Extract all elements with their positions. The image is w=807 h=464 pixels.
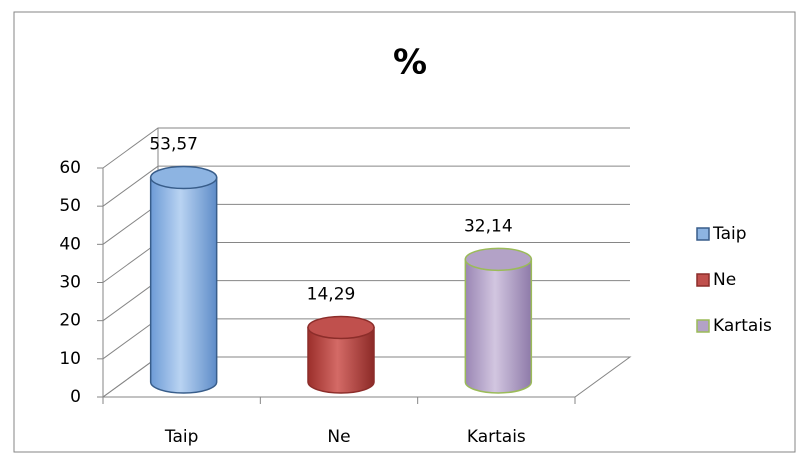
legend-label: Kartais bbox=[713, 316, 772, 336]
chart-frame bbox=[13, 11, 796, 453]
legend-swatch bbox=[696, 227, 710, 241]
value-label: 53,57 bbox=[149, 135, 198, 155]
cylinder-body bbox=[307, 326, 375, 394]
y-tick-label: 40 bbox=[59, 234, 81, 254]
grid-line bbox=[102, 127, 630, 169]
legend-swatch bbox=[696, 319, 710, 333]
grid-line bbox=[102, 165, 630, 207]
cylinder-top bbox=[149, 165, 218, 190]
x-tick-label: Taip bbox=[164, 427, 199, 447]
cylinder-top bbox=[464, 247, 533, 272]
value-label: 14,29 bbox=[307, 284, 356, 304]
legend-label: Ne bbox=[713, 270, 736, 290]
value-label: 32,14 bbox=[464, 216, 513, 236]
x-tick-label: Kartais bbox=[467, 427, 526, 447]
y-tick-label: 10 bbox=[59, 349, 81, 369]
cylinder-top bbox=[307, 315, 375, 340]
y-tick-label: 30 bbox=[59, 273, 81, 293]
legend-label: Taip bbox=[712, 224, 747, 244]
y-tick-label: 60 bbox=[59, 158, 81, 178]
y-tick-label: 50 bbox=[59, 196, 81, 216]
cylinder-body bbox=[464, 258, 533, 394]
x-tick-label: Ne bbox=[327, 427, 350, 447]
chart-title: % bbox=[393, 43, 427, 83]
y-tick-label: 20 bbox=[59, 311, 81, 331]
legend-swatch bbox=[696, 273, 710, 287]
cylinder-body bbox=[149, 176, 218, 394]
y-tick-label: 0 bbox=[70, 387, 81, 407]
